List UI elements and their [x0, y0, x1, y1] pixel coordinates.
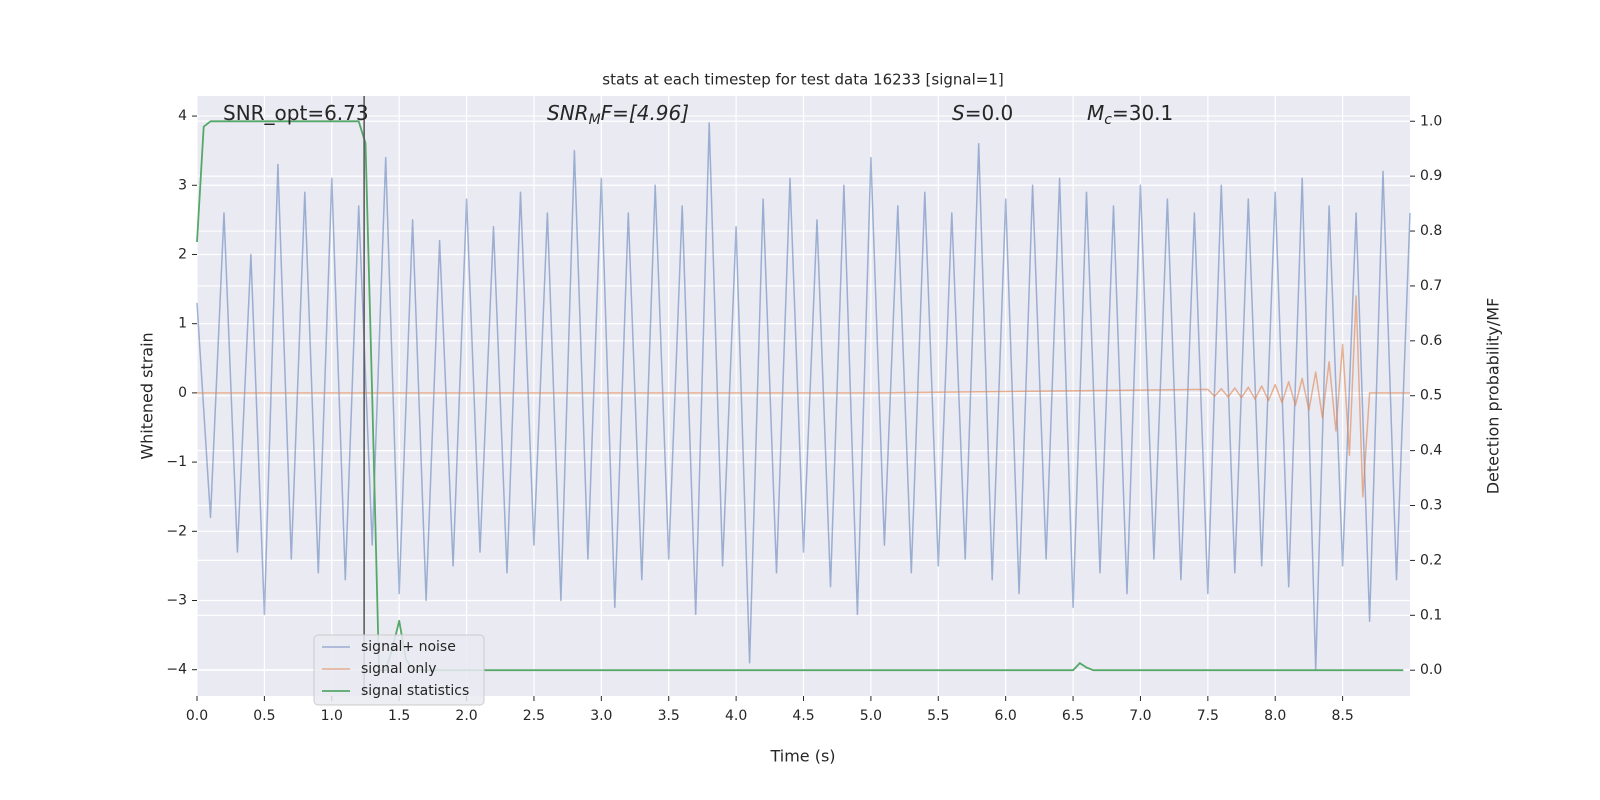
y2-axis-label: Detection probability/MF	[1484, 298, 1503, 495]
x-tick-label: 6.0	[995, 708, 1017, 724]
annotation-main: S	[952, 101, 965, 125]
series-line	[196, 122, 1411, 671]
y2-tick-label: 0.1	[1420, 607, 1442, 623]
x-tick-label: 2.0	[455, 708, 477, 724]
annotation: S=0.0	[952, 101, 1013, 125]
x-tick-label: 1.0	[321, 708, 343, 724]
x-tick-label: 4.5	[792, 708, 814, 724]
y2-tick-label: 0.3	[1420, 498, 1442, 514]
y2-tick-label: 0.2	[1420, 552, 1442, 568]
x-tick-label: 8.5	[1331, 708, 1353, 724]
grid	[192, 96, 1415, 701]
legend-label: signal+ noise	[361, 639, 456, 655]
x-tick-label: 8.0	[1264, 708, 1286, 724]
y-tick-label: −4	[166, 662, 187, 678]
y-tick-label: −1	[166, 454, 187, 470]
x-tick-label: 6.5	[1062, 708, 1084, 724]
legend-label: signal statistics	[361, 683, 469, 699]
annotation: Mc=30.1	[1087, 101, 1173, 129]
annotation-main: M	[1087, 101, 1104, 125]
x-tick-label: 3.5	[658, 708, 680, 724]
annotation-sub: M	[589, 112, 601, 128]
annotation-rest: F=[4.96]	[601, 101, 689, 125]
y-tick-label: 4	[178, 108, 187, 124]
y-tick-label: 0	[178, 385, 187, 401]
annotation-sub: c	[1104, 112, 1112, 128]
annotation-rest: =30.1	[1112, 101, 1173, 125]
y-tick-label: 3	[178, 177, 187, 193]
chart-title: stats at each timestep for test data 162…	[602, 71, 1003, 89]
x-tick-label: 0.5	[253, 708, 275, 724]
annotation-rest: =0.0	[965, 101, 1014, 125]
x-tick-label: 4.0	[725, 708, 747, 724]
x-tick-label: 0.0	[186, 708, 208, 724]
y2-tick-label: 0.4	[1420, 443, 1442, 459]
series-line	[197, 295, 1410, 498]
annotation: SNRMF=[4.96]	[547, 101, 689, 129]
x-axis-label: Time (s)	[769, 747, 835, 766]
y2-tick-label: 1.0	[1420, 113, 1442, 129]
x-tick-label: 5.5	[927, 708, 949, 724]
y2-tick-label: 0.7	[1420, 278, 1442, 294]
y2-tick-label: 0.9	[1420, 168, 1442, 184]
legend	[313, 634, 485, 706]
x-tick-label: 7.0	[1129, 708, 1151, 724]
y-tick-label: −2	[166, 523, 187, 539]
annotation: SNR_opt=6.73	[223, 101, 369, 125]
y-tick-label: 2	[178, 246, 187, 262]
legend-label: signal only	[361, 661, 436, 677]
y-tick-label: −3	[166, 592, 187, 608]
x-tick-label: 7.5	[1197, 708, 1219, 724]
x-tick-label: 1.5	[388, 708, 410, 724]
x-tick-label: 5.0	[860, 708, 882, 724]
y2-tick-label: 0.0	[1420, 662, 1442, 678]
y2-tick-label: 0.6	[1420, 333, 1442, 349]
annotation-main: SNR_opt=6.73	[223, 101, 369, 125]
x-tick-label: 3.0	[590, 708, 612, 724]
y-axis-label: Whitened strain	[138, 332, 157, 459]
x-tick-label: 2.5	[523, 708, 545, 724]
y2-tick-label: 0.8	[1420, 223, 1442, 239]
y-tick-label: 1	[178, 316, 187, 332]
annotation-main: SNR	[547, 101, 589, 125]
y2-tick-label: 0.5	[1420, 388, 1442, 404]
